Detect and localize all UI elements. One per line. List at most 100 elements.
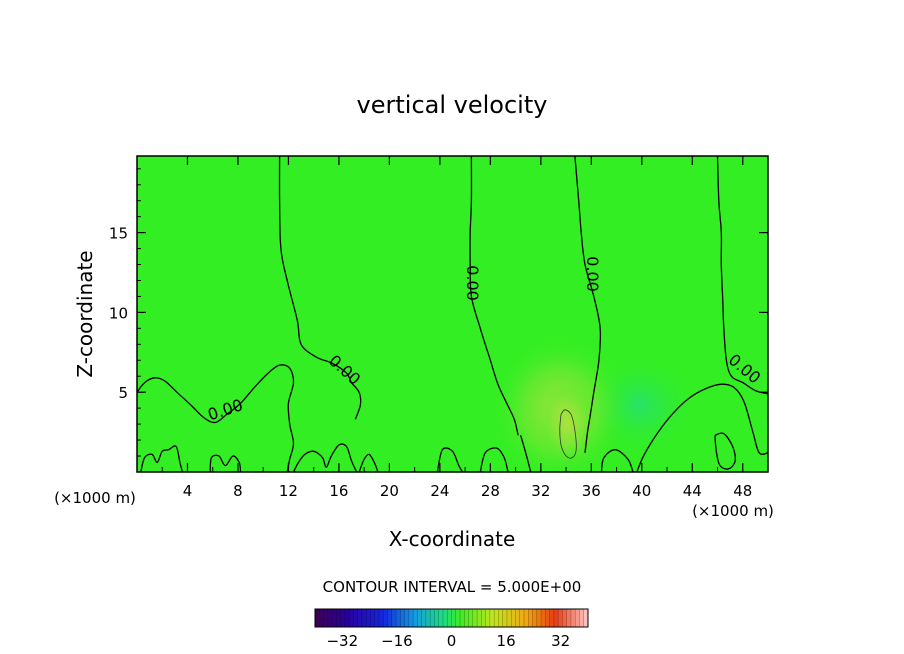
x-tick-label: 4	[183, 482, 193, 500]
contour-label: 0.00	[463, 265, 482, 301]
colorbar-swatch	[438, 609, 444, 627]
colorbar-swatch	[315, 609, 320, 627]
zero-contour-line	[714, 432, 736, 470]
colorbar-swatch	[532, 609, 538, 627]
colorbar-swatch	[570, 609, 576, 627]
colorbar-swatch	[344, 609, 350, 627]
zero-contour-line	[436, 447, 464, 472]
colorbar-swatch	[464, 609, 469, 627]
colorbar: −32 −16 0 16 32	[314, 608, 589, 650]
zero-contour-line	[358, 453, 379, 472]
colorbar-swatch	[319, 609, 324, 627]
x-tick-label: 16	[329, 482, 348, 500]
x-tick-label: 32	[531, 482, 550, 500]
contour-label: 0.00	[583, 256, 602, 292]
x-axis: 4 8 12 16 20 24 28 32 36 40 44 48	[161, 156, 752, 500]
colorbar-swatch	[472, 609, 478, 627]
colorbar-swatch	[387, 609, 393, 627]
colorbar-swatch	[553, 609, 559, 627]
y-axis-label: Z-coordinate	[73, 250, 97, 377]
colorbar-swatch	[460, 609, 465, 627]
colorbar-tick-label: −16	[381, 632, 413, 650]
colorbar-frame	[314, 608, 589, 628]
colorbar-swatch	[370, 609, 376, 627]
colorbar-swatch	[430, 609, 435, 627]
colorbar-swatch	[413, 609, 418, 627]
colorbar-tick-label: 0	[447, 632, 457, 650]
colorbar-swatch	[579, 609, 585, 627]
y-axis: 5 10 15	[109, 168, 768, 457]
zero-contour-line	[574, 156, 602, 453]
colorbar-swatch	[340, 609, 346, 627]
colorbar-swatch	[391, 609, 397, 627]
colorbar-swatch	[336, 609, 341, 627]
x-tick-label: 12	[279, 482, 298, 500]
zero-contour-line	[600, 449, 634, 472]
colorbar-swatch	[442, 609, 448, 627]
colorbar-swatch	[378, 609, 384, 627]
zero-contour-line	[519, 435, 532, 472]
colorbar-swatch	[575, 609, 580, 627]
warm-anomaly-core	[540, 385, 596, 465]
x-tick-label: 36	[582, 482, 601, 500]
plot-frame	[136, 155, 769, 473]
colorbar-swatch	[404, 609, 410, 627]
colorbar-swatch	[361, 609, 367, 627]
colorbar-tick-label: 16	[497, 632, 516, 650]
colorbar-swatch	[400, 609, 405, 627]
colorbar-swatch	[417, 609, 423, 627]
colorbar-swatch	[549, 609, 555, 627]
colorbar-swatch	[511, 609, 516, 627]
y-tick-label: 10	[109, 304, 128, 322]
x-tick-label: 20	[380, 482, 399, 500]
y-tick-label: 5	[118, 384, 128, 402]
x-unit-label-left: (×1000 m)	[54, 489, 136, 507]
colorbar-swatch	[447, 609, 452, 627]
x-unit-label-right: (×1000 m)	[692, 502, 774, 520]
colorbar-swatch	[494, 609, 499, 627]
x-tick-label: 44	[683, 482, 702, 500]
colorbar-swatch	[536, 609, 542, 627]
chart-title: vertical velocity	[357, 91, 548, 119]
plot-area	[137, 156, 768, 472]
colorbar-swatch	[353, 609, 359, 627]
colorbar-swatch	[421, 609, 427, 627]
x-axis-label: X-coordinate	[389, 527, 516, 551]
contour-layer	[137, 156, 768, 472]
colorbar-swatch	[434, 609, 440, 627]
zero-contour-line	[137, 364, 295, 472]
colorbar-swatch	[425, 609, 431, 627]
colorbar-swatch	[327, 609, 333, 627]
colorbar-tick-label: 32	[551, 632, 570, 650]
x-tick-label: 40	[632, 482, 651, 500]
colorbar-swatch	[506, 609, 512, 627]
colorbar-swatch	[489, 609, 495, 627]
colorbar-swatch	[515, 609, 521, 627]
colorbar-swatch	[485, 609, 491, 627]
zero-contour-line	[209, 454, 242, 472]
colorbar-swatch	[524, 609, 529, 627]
colorbar-swatch	[455, 609, 461, 627]
positive-contour-line	[559, 409, 577, 459]
x-tick-label: 8	[233, 482, 243, 500]
colorbar-swatch	[477, 609, 482, 627]
colorbar-swatch	[545, 609, 551, 627]
colorbar-swatch	[332, 609, 337, 627]
colorbar-swatch	[374, 609, 380, 627]
colorbar-swatch	[408, 609, 414, 627]
colorbar-swatch	[323, 609, 329, 627]
colorbar-swatch	[396, 609, 401, 627]
zero-contour-line	[479, 447, 509, 472]
colorbar-swatch	[451, 609, 457, 627]
colorbar-swatch	[349, 609, 354, 627]
zero-contour-line	[292, 443, 358, 472]
colorbar-swatch	[498, 609, 504, 627]
colorbar-swatch	[357, 609, 363, 627]
zero-contour-line	[140, 445, 184, 472]
colorbar-swatch	[481, 609, 487, 627]
colorbar-tick-label: −32	[326, 632, 358, 650]
colorbar-swatch	[502, 609, 508, 627]
colorbar-swatch	[528, 609, 533, 627]
x-tick-label: 24	[430, 482, 449, 500]
